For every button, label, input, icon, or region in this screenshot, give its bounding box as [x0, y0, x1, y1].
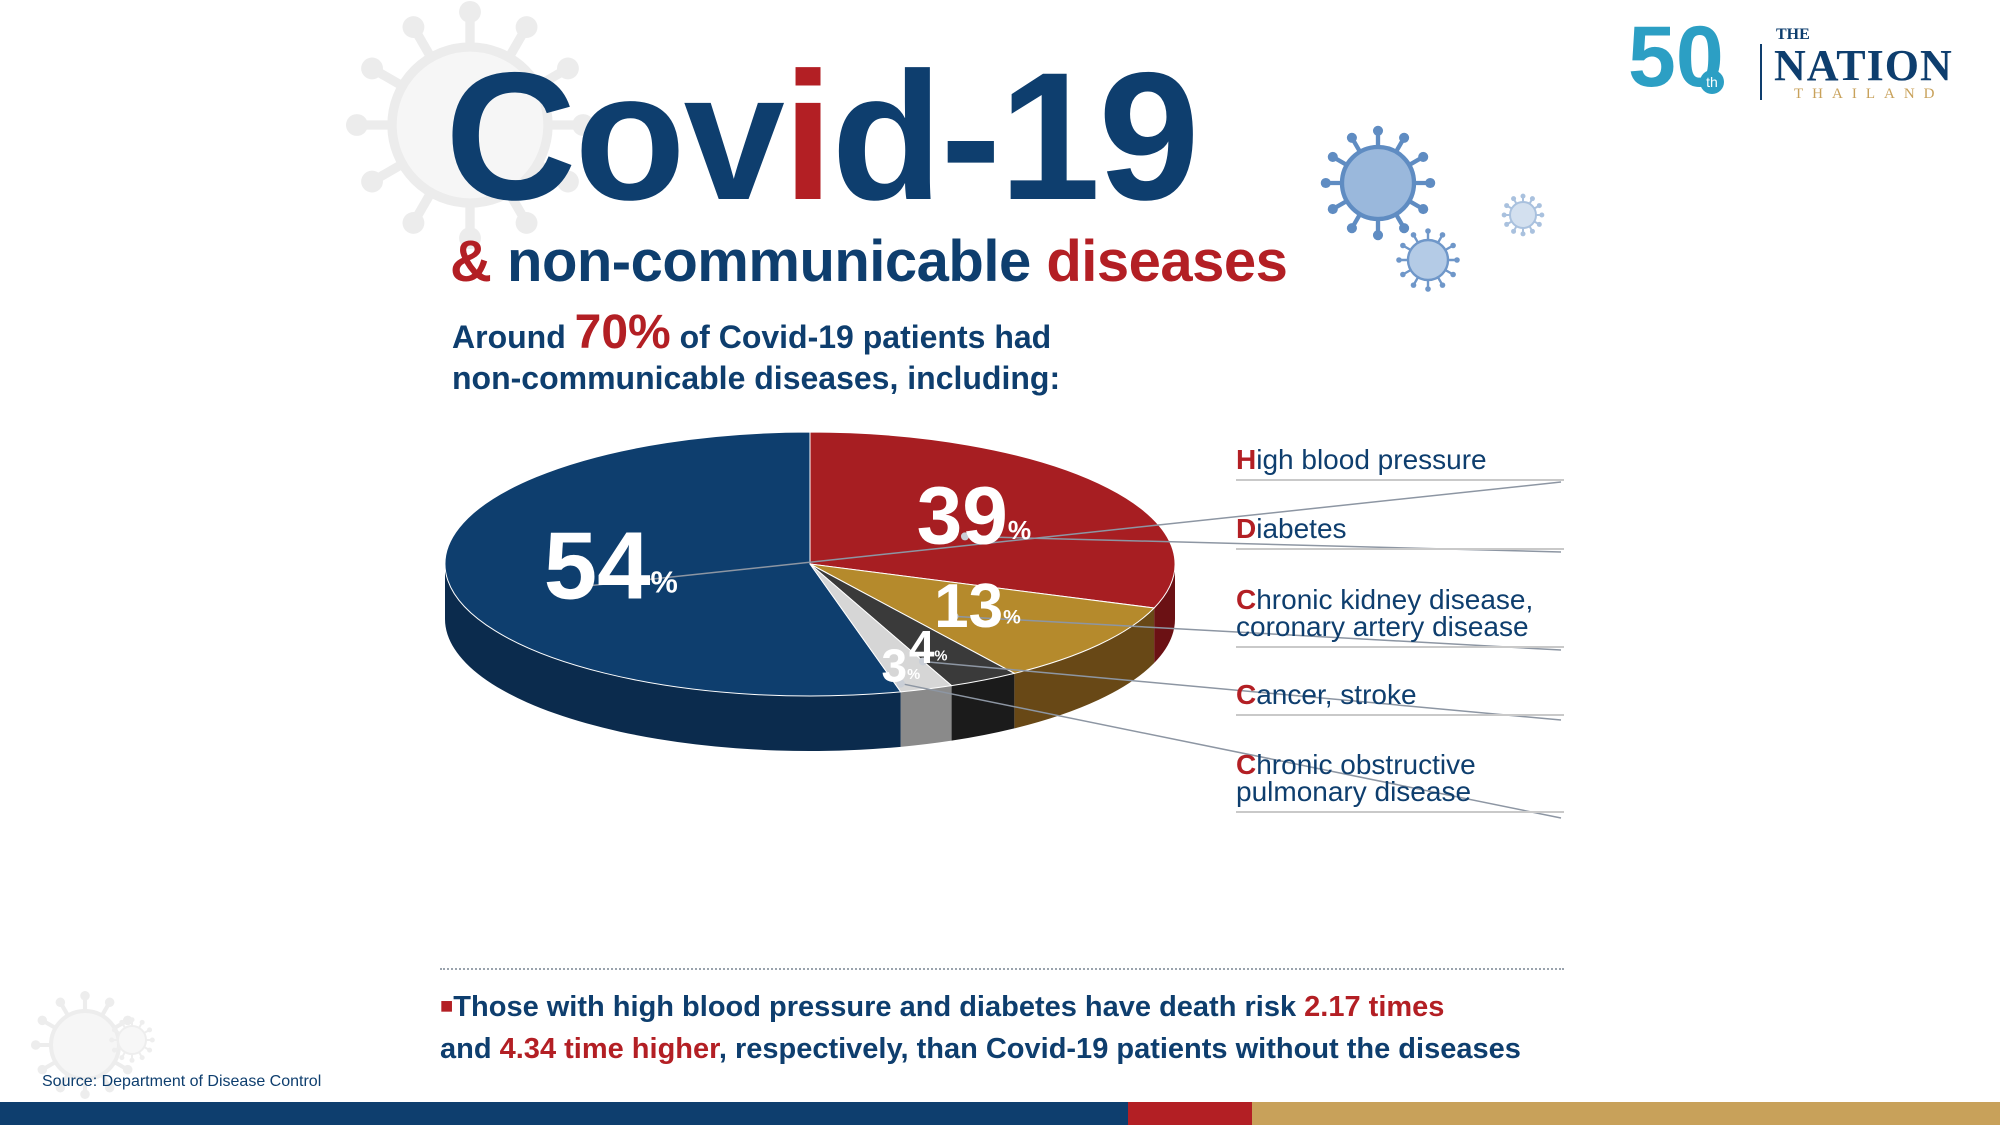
- main-title: Covid-19: [445, 45, 1200, 227]
- subtitle-ampersand: &: [450, 229, 492, 294]
- legend-item: Cancer, stroke: [1236, 681, 1564, 716]
- intro-text: Around 70% of Covid-19 patients had non-…: [452, 309, 1061, 399]
- virus-watermark-icon: [109, 1017, 155, 1063]
- legend-item: High blood pressure: [1236, 446, 1564, 481]
- legend-item: Chronic kidney disease, coronary artery d…: [1236, 586, 1564, 648]
- leader-dot: [950, 612, 959, 621]
- legend-label: Chronic obstructive: [1236, 749, 1476, 780]
- legend-label: Cancer, stroke: [1236, 679, 1417, 710]
- pie-slice-side: [1014, 607, 1155, 729]
- pie-slice: [444, 431, 902, 697]
- subtitle-middle: non-communicable: [507, 229, 1031, 294]
- footnote-line-2: and 4.34 time higher, respectively, than…: [440, 1028, 1564, 1070]
- pie-top-faces: [444, 431, 1176, 697]
- intro-line-2: non-communicable diseases, including:: [452, 360, 1061, 396]
- legend-label: Chronic kidney disease,: [1236, 584, 1534, 615]
- legend-label-line-2: coronary artery disease: [1236, 611, 1529, 642]
- source-credit: Source: Department of Disease Control: [42, 1073, 322, 1090]
- footnote: ■Those with high blood pressure and diab…: [440, 985, 1564, 1070]
- title-part: Cov: [445, 34, 785, 238]
- footer-bar-blue: [0, 1102, 1128, 1125]
- brand-the: THE: [1776, 26, 1810, 43]
- pie-slice: [809, 563, 1156, 674]
- footer-bar-gold: [1252, 1102, 2000, 1125]
- legend-label: Diabetes: [1236, 513, 1347, 544]
- virus-watermark-icon: [345, 0, 595, 250]
- bullet-icon: ■: [440, 993, 454, 1018]
- subtitle-end: diseases: [1046, 229, 1288, 294]
- leader-line: [587, 481, 1562, 587]
- brand-country: THAILAND: [1794, 86, 1944, 102]
- title-accent-letter: i: [782, 34, 834, 238]
- pie-slice-side: [445, 564, 901, 751]
- pie-slice-side: [900, 685, 952, 747]
- footnote-line-1: ■Those with high blood pressure and diab…: [440, 985, 1564, 1028]
- leader-line: [954, 615, 1562, 651]
- brand-name: NATION: [1774, 41, 1953, 90]
- title-part: d-19: [831, 34, 1199, 238]
- value-labels: 54%39%13%4%3%: [544, 471, 1031, 692]
- legend-label-line-2: pulmonary disease: [1236, 776, 1472, 807]
- intro-percentage: 70%: [574, 306, 671, 359]
- leader-line: [900, 682, 1562, 819]
- footnote-text: , respectively, than Covid-19 patients w…: [718, 1033, 1521, 1065]
- footnote-text: Those with high blood pressure and diabe…: [453, 991, 1297, 1023]
- pie-side-walls: [445, 564, 1175, 751]
- logo-divider: [1760, 44, 1762, 100]
- legend-label: High blood pressure: [1236, 444, 1487, 475]
- leader-dot: [960, 532, 969, 541]
- legend-item: Diabetes: [1236, 515, 1564, 550]
- footnote-highlight: 4.34 time higher: [499, 1033, 719, 1065]
- intro-line-1-suffix: of Covid-19 patients had: [679, 319, 1052, 355]
- virus-icon: [1320, 125, 1436, 241]
- subtitle: & non-communicable diseases: [450, 228, 1288, 295]
- pie-slice-side: [951, 673, 1015, 741]
- footnote-text: and: [440, 1033, 492, 1065]
- legend-item: Chronic obstructive pulmonary disease: [1236, 751, 1564, 813]
- leader-dot: [918, 657, 927, 666]
- leader-lines: [583, 481, 1562, 819]
- footnote-highlight: 2.17 times: [1304, 991, 1445, 1023]
- intro-line-1: Around 70% of Covid-19 patients had: [452, 309, 1060, 358]
- pie-slice: [809, 431, 1176, 609]
- virus-icon: [1501, 193, 1545, 237]
- footer-bar-red: [1128, 1102, 1252, 1125]
- anniversary-suffix: th: [1700, 70, 1724, 94]
- intro-prefix: Around: [452, 319, 566, 355]
- pie-slice-side: [1154, 564, 1175, 663]
- leader-dot: [896, 679, 905, 688]
- leader-dot: [583, 581, 592, 590]
- leader-line: [922, 660, 1562, 721]
- virus-icon: [1396, 228, 1460, 292]
- note-divider: [440, 968, 1564, 970]
